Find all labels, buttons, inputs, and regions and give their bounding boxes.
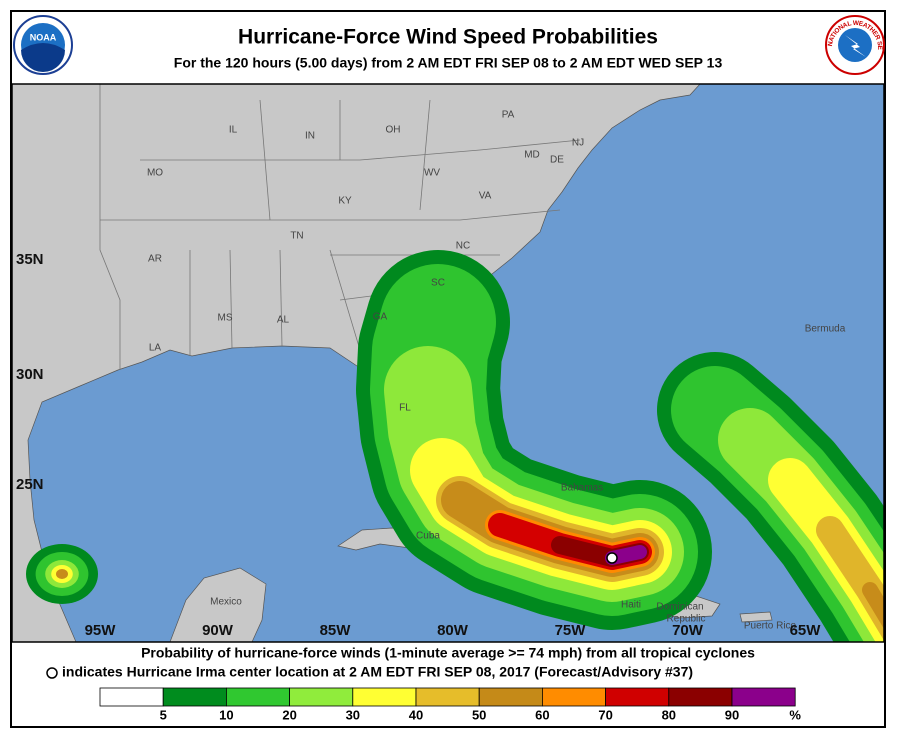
place-label: MS [218, 313, 233, 324]
legend-label: % [789, 707, 801, 722]
legend-swatch [289, 687, 354, 707]
subtitle: For the 120 hours (5.00 days) from 2 AM … [174, 55, 723, 71]
longitude-label: 70W [672, 622, 704, 639]
place-label: VA [479, 191, 492, 202]
legend-swatch [415, 687, 480, 707]
latitude-label: 35N [16, 251, 44, 268]
wind-probability-swaths [26, 250, 884, 642]
place-label: Dominican [656, 602, 703, 613]
place-label: MD [524, 150, 540, 161]
place-label: OH [386, 125, 401, 136]
gulf-swath [56, 569, 68, 579]
legend-label: 5 [160, 707, 167, 722]
legend-swatch [99, 687, 164, 707]
noaa-logo-text: NOAA [30, 32, 57, 42]
place-label: IL [229, 125, 238, 136]
place-label: DE [550, 155, 564, 166]
place-label: NJ [572, 138, 584, 149]
legend-label: 70 [598, 707, 612, 722]
legend: 5 10 20 30 40 50 60 70 80 90% [99, 687, 801, 722]
longitude-label: 75W [555, 622, 587, 639]
longitude-label: 85W [320, 622, 352, 639]
place-label: NC [456, 241, 470, 252]
place-label: AL [277, 315, 290, 326]
legend-swatch [542, 687, 607, 707]
place-label: KY [338, 196, 352, 207]
legend-label: 60 [535, 707, 549, 722]
footer-line-2: indicates Hurricane Irma center location… [62, 664, 693, 680]
place-label: Bahamas [561, 483, 603, 494]
place-label: WV [424, 168, 440, 179]
puerto-rico [739, 611, 773, 623]
place-label: Bermuda [805, 324, 846, 335]
legend-swatch [162, 687, 227, 707]
place-label: TN [290, 231, 303, 242]
legend-swatch [668, 687, 733, 707]
longitude-label: 80W [437, 622, 469, 639]
legend-label: 80 [662, 707, 676, 722]
longitude-label: 90W [202, 622, 234, 639]
legend-label: 30 [346, 707, 360, 722]
place-label: PA [502, 110, 515, 121]
map: IL IN OH PA MO KY WV VA MD DE NJ TN NC AR SC MS AL GA LA FL… [12, 84, 884, 642]
place-label: LA [149, 343, 162, 354]
title: Hurricane-Force Wind Speed Probabilities [238, 26, 658, 49]
place-labels: IL IN OH PA MO KY WV VA MD DE NJ TN NC AR SC MS AL GA LA FL… [147, 110, 846, 632]
latitude-label: 30N [16, 366, 44, 383]
coordinate-labels: 35N 30N 25N 95W 90W 85W 80W 75W 70W 65W [16, 251, 821, 639]
legend-swatch [352, 687, 417, 707]
place-label: Cuba [416, 531, 440, 542]
place-label: SC [431, 278, 445, 289]
east-swath [862, 582, 884, 629]
legend-label: 50 [472, 707, 486, 722]
place-label: FL [399, 403, 411, 414]
place-label: Republic [667, 614, 706, 625]
yucatan-land [169, 567, 267, 642]
legend-label: 20 [282, 707, 296, 722]
legend-swatch [478, 687, 543, 707]
place-label: MO [147, 168, 163, 179]
legend-label: 90 [725, 707, 739, 722]
longitude-label: 65W [790, 622, 822, 639]
legend-swatch [605, 687, 670, 707]
center-symbol [46, 667, 58, 679]
place-label: Haiti [621, 600, 641, 611]
footer-line-1: Probability of hurricane-force winds (1-… [141, 645, 755, 661]
latitude-label: 25N [16, 476, 44, 493]
noaa-logo: NOAA [13, 15, 73, 75]
place-label: IN [305, 131, 315, 142]
legend-label: 10 [219, 707, 233, 722]
legend-swatch [225, 687, 290, 707]
place-label: Mexico [210, 597, 242, 608]
legend-swatch [731, 687, 796, 707]
legend-label: 40 [409, 707, 423, 722]
hurricane-center [606, 552, 618, 564]
longitude-label: 95W [85, 622, 117, 639]
place-label: Puerto Rico [744, 621, 797, 632]
place-label: AR [148, 254, 162, 265]
place-label: GA [373, 312, 388, 323]
